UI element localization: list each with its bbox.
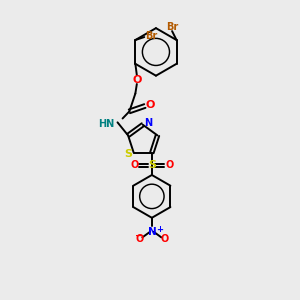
Text: −: − — [135, 231, 143, 241]
Text: O: O — [132, 75, 142, 85]
Text: O: O — [165, 160, 173, 170]
Text: Br: Br — [166, 22, 178, 32]
Text: S: S — [148, 160, 156, 170]
Text: O: O — [145, 100, 154, 110]
Text: N: N — [144, 118, 152, 128]
Text: HN: HN — [98, 119, 115, 129]
Text: O: O — [130, 160, 139, 170]
Text: S: S — [124, 149, 133, 159]
Text: N: N — [148, 227, 157, 237]
Text: O: O — [135, 234, 143, 244]
Text: O: O — [160, 234, 169, 244]
Text: +: + — [157, 225, 164, 234]
Text: Br: Br — [145, 32, 157, 41]
